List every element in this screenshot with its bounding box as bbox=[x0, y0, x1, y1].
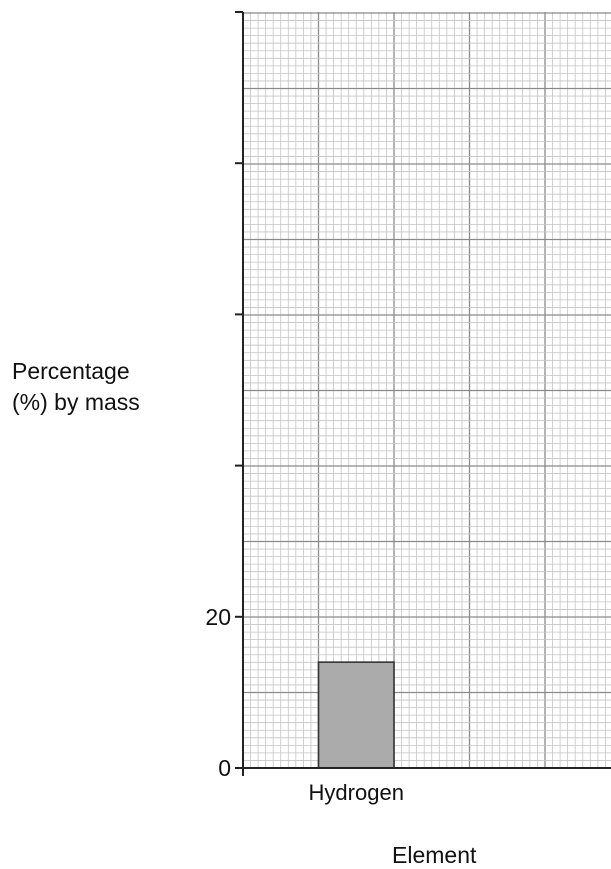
bar-hydrogen bbox=[317, 661, 395, 769]
y-axis-label-line1: Percentage bbox=[12, 358, 130, 384]
y-axis-label: Percentage (%) by mass bbox=[12, 356, 140, 418]
y-tick-label: 20 bbox=[205, 604, 231, 630]
y-ticks: 0 20 bbox=[205, 11, 243, 781]
grid-lines bbox=[242, 12, 611, 769]
axes bbox=[235, 12, 611, 776]
x-tick-labels: Hydrogen bbox=[309, 780, 404, 805]
x-tick-label: Hydrogen bbox=[309, 780, 404, 805]
x-axis-label: Element bbox=[392, 842, 477, 868]
y-tick-label: 0 bbox=[218, 755, 231, 781]
bars bbox=[317, 661, 395, 769]
y-axis-label-line2: (%) by mass bbox=[12, 389, 140, 415]
